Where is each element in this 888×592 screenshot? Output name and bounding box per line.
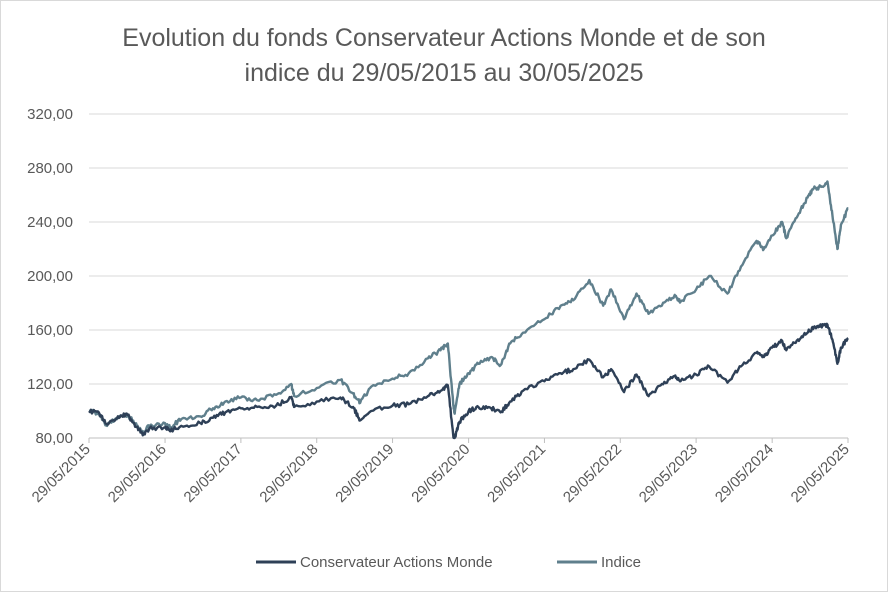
x-axis-tick-labels: 29/05/2015 29/05/2016 29/05/2017 29/05/2018… [29, 441, 853, 506]
x-tick-label: 29/05/2017 [181, 441, 246, 506]
y-tick-label: 80,00 [35, 430, 73, 447]
y-tick-label: 160,00 [27, 322, 73, 339]
x-tick-label: 29/05/2020 [408, 441, 473, 506]
y-tick-label: 280,00 [27, 160, 73, 177]
x-axis [88, 437, 849, 443]
x-tick-label: 29/05/2023 [636, 441, 701, 506]
y-tick-label: 320,00 [27, 106, 73, 123]
chart-title-line-1: Evolution du fonds Conservateur Actions … [122, 24, 765, 52]
chart-title: Evolution du fonds Conservateur Actions … [122, 24, 765, 87]
y-axis-tick-labels: 80,00 120,00 160,00 200,00 240,00 280,00 320,0… [27, 106, 73, 447]
y-tick-label: 200,00 [27, 268, 73, 285]
data-series [88, 180, 849, 440]
legend-label: Indice [601, 554, 641, 571]
y-tick-label: 120,00 [27, 376, 73, 393]
x-tick-label: 29/05/2024 [712, 441, 777, 506]
x-tick-label: 29/05/2021 [484, 441, 549, 506]
x-tick-label: 29/05/2018 [256, 441, 321, 506]
x-tick-label: 29/05/2025 [788, 441, 853, 506]
x-tick-label: 29/05/2016 [105, 441, 170, 506]
chart-title-line-2: indice du 29/05/2015 au 30/05/2025 [245, 59, 644, 87]
legend-label: Conservateur Actions Monde [300, 554, 493, 571]
y-gridlines [89, 113, 848, 385]
x-tick-label: 29/05/2019 [332, 441, 397, 506]
series-line-index [88, 180, 849, 434]
x-tick-label: 29/05/2022 [560, 441, 625, 506]
series-line-fund [88, 322, 849, 440]
y-tick-label: 240,00 [27, 214, 73, 231]
legend: Conservateur Actions Monde Indice [256, 554, 641, 571]
x-tick-label: 29/05/2015 [29, 441, 94, 506]
